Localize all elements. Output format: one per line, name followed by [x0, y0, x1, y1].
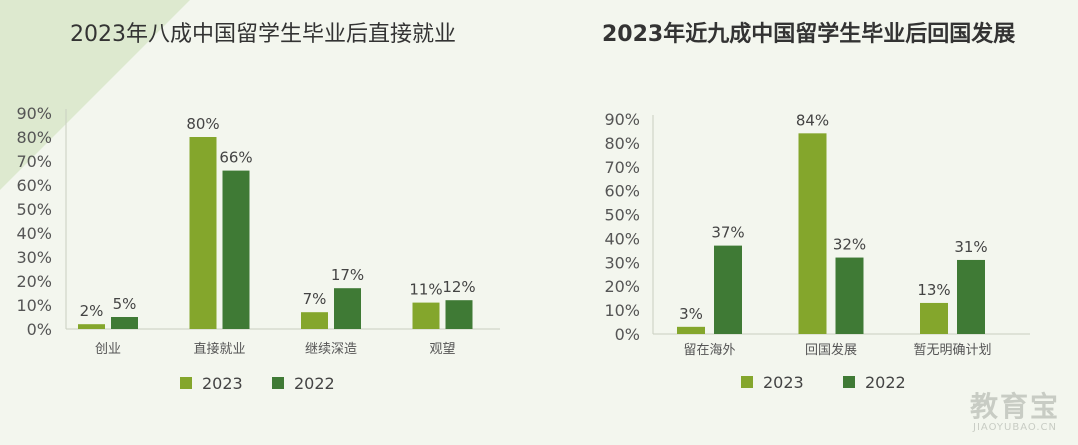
left-ytick-label: 60% — [16, 176, 52, 195]
left-legend-swatch — [180, 377, 192, 389]
left-legend-label: 2023 — [202, 374, 243, 393]
chart-title-right: 2023年近九成中国留学生毕业后回国发展 — [602, 22, 1016, 47]
right-ytick-label: 30% — [604, 253, 640, 272]
left-data-label: 5% — [113, 295, 137, 313]
right-data-label: 31% — [954, 238, 987, 256]
left-data-label: 17% — [331, 266, 364, 284]
right-data-label: 3% — [679, 305, 703, 323]
left-bar-2022-0 — [111, 317, 138, 329]
corner-decoration — [0, 0, 190, 190]
right-ytick-label: 80% — [604, 134, 640, 153]
right-bar-2023-1 — [798, 133, 827, 334]
left-data-label: 11% — [409, 281, 442, 299]
right-ytick-label: 10% — [604, 301, 640, 320]
left-bar-2023-2 — [301, 312, 328, 329]
right-ytick-label: 20% — [604, 277, 640, 296]
left-legend-label: 2022 — [294, 374, 335, 393]
chart-title-left: 2023年八成中国留学生毕业后直接就业 — [70, 22, 456, 47]
left-ytick-label: 30% — [16, 248, 52, 267]
left-category-label: 创业 — [95, 342, 121, 357]
left-ytick-label: 10% — [16, 296, 52, 315]
left-legend-swatch — [272, 377, 284, 389]
left-bar-2022-2 — [334, 288, 361, 329]
right-category-label: 回国发展 — [805, 342, 857, 358]
right-ytick-label: 40% — [604, 229, 640, 248]
right-legend-label: 2023 — [763, 373, 804, 392]
left-ytick-label: 70% — [16, 152, 52, 171]
right-ytick-label: 90% — [604, 110, 640, 129]
left-category-label: 继续深造 — [305, 342, 357, 357]
left-data-label: 7% — [303, 290, 327, 308]
left-bar-2022-1 — [222, 170, 250, 329]
left-bar-2023-3 — [412, 302, 440, 329]
left-bar-2023-0 — [78, 324, 105, 329]
right-ytick-label: 70% — [604, 158, 640, 177]
left-data-label: 2% — [80, 302, 104, 320]
right-data-label: 37% — [711, 224, 744, 242]
right-ytick-label: 0% — [615, 325, 640, 344]
right-bar-2022-2 — [957, 259, 985, 334]
left-category-label: 直接就业 — [193, 341, 245, 357]
left-ytick-label: 80% — [16, 128, 52, 147]
left-bar-2023-1 — [189, 137, 217, 329]
left-ytick-label: 40% — [16, 224, 52, 243]
right-data-label: 84% — [796, 111, 829, 129]
left-ytick-label: 90% — [16, 104, 52, 123]
watermark-en: JIAOYUBAO.CN — [973, 422, 1057, 433]
right-legend-swatch — [741, 376, 753, 388]
right-bar-2022-1 — [835, 257, 864, 334]
left-ytick-label: 50% — [16, 200, 52, 219]
left-data-label: 80% — [186, 115, 219, 133]
right-category-label: 暂无明确计划 — [913, 343, 991, 358]
right-legend-label: 2022 — [865, 373, 906, 392]
right-category-label: 留在海外 — [683, 343, 735, 358]
watermark-cn: 教育宝 — [969, 390, 1060, 423]
left-bar-2022-3 — [445, 300, 473, 329]
left-ytick-label: 0% — [27, 320, 52, 339]
left-data-label: 66% — [219, 149, 252, 167]
watermark-logo: 教育宝 JIAOYUBAO.CN — [969, 390, 1060, 434]
left-category-label: 观望 — [429, 341, 455, 357]
right-bar-2022-0 — [714, 245, 742, 334]
right-data-label: 13% — [917, 281, 950, 299]
right-ytick-label: 60% — [604, 182, 640, 201]
right-legend-swatch — [843, 376, 855, 388]
right-bar-2023-2 — [920, 302, 948, 334]
left-data-label: 12% — [442, 278, 475, 296]
right-ytick-label: 50% — [604, 206, 640, 225]
left-ytick-label: 20% — [16, 272, 52, 291]
right-data-label: 32% — [833, 236, 866, 254]
right-bar-2023-0 — [677, 326, 705, 334]
